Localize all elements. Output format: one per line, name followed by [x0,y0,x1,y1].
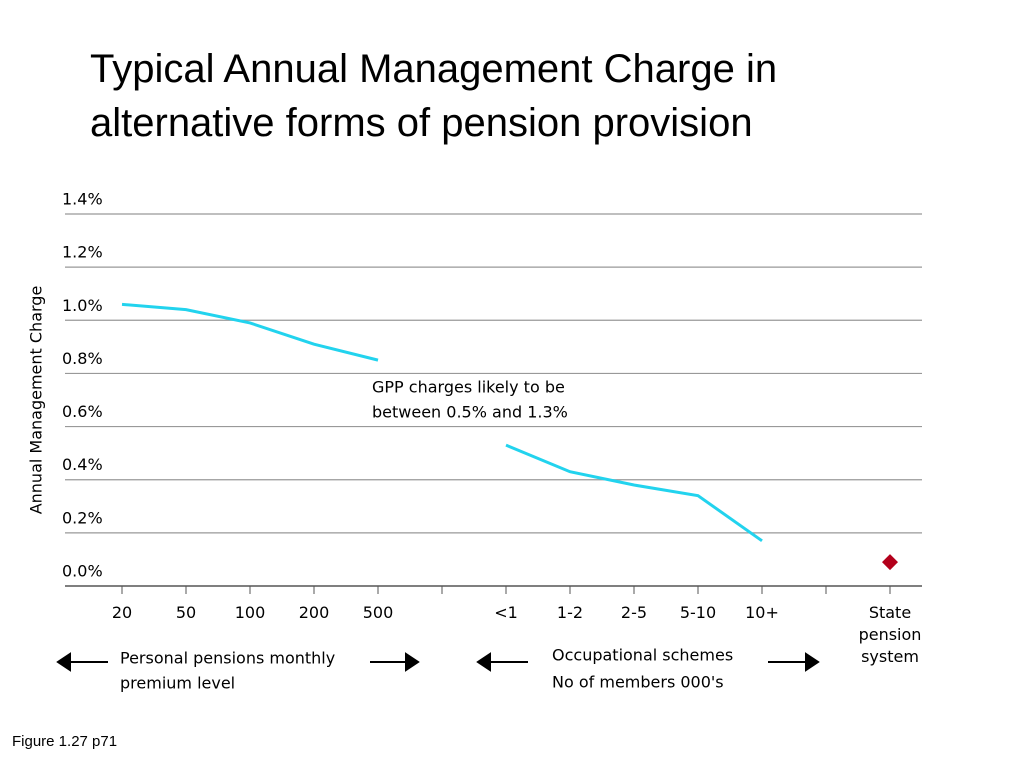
x-tick-label: 20 [111,603,133,622]
x-tick-label: 1-2 [556,603,584,622]
group-label: Occupational schemes [552,646,733,665]
arrows [56,652,820,672]
x-tick-label: 2-5 [620,603,648,622]
y-tick-label: 0.6% [62,402,103,421]
annotation: GPP charges likely to be [372,378,565,397]
x-tick-label: 10+ [745,603,779,622]
x-tick-label: <1 [494,603,518,622]
marker [882,554,898,571]
annotation: between 0.5% and 1.3% [372,403,568,422]
x-tick-label: 500 [362,603,394,622]
line [505,443,763,543]
y-tick-label: 0.0% [62,562,103,581]
y-tick-label: 0.8% [62,349,103,368]
y-tick-label: 1.4% [62,190,103,209]
x-tick-label: 5-10 [679,603,717,622]
x-tick-label: 100 [234,603,266,622]
y-tick-label: 0.2% [62,508,103,527]
title-line: Typical Annual Management Charge in [90,47,777,91]
group-label: Personal pensions monthly [120,649,335,668]
y-tick-label: 1.2% [62,243,103,262]
line [121,302,379,362]
x-tick-label: 200 [298,603,330,622]
footer: Figure 1.27 p71 [12,733,117,750]
group-label: premium level [120,674,235,693]
title-line: alternative forms of pension provision [90,101,753,145]
x-tick-label: 50 [175,603,197,622]
group-label: No of members 000's [552,673,724,692]
y-tick-label: 1.0% [62,296,103,315]
x-tick-label: State pension system [858,603,922,666]
y-tick-label: 0.4% [62,455,103,474]
y-axis-label: Annual Management Charge [27,286,46,515]
